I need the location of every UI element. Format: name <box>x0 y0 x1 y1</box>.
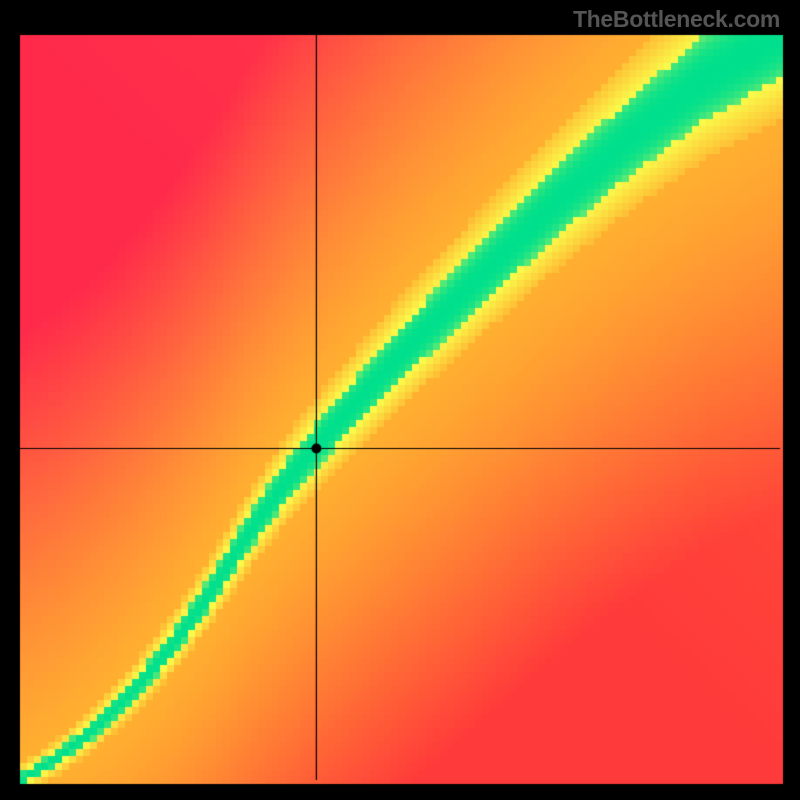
watermark-text: TheBottleneck.com <box>573 6 780 33</box>
chart-container: TheBottleneck.com <box>0 0 800 800</box>
bottleneck-heatmap <box>0 0 800 800</box>
